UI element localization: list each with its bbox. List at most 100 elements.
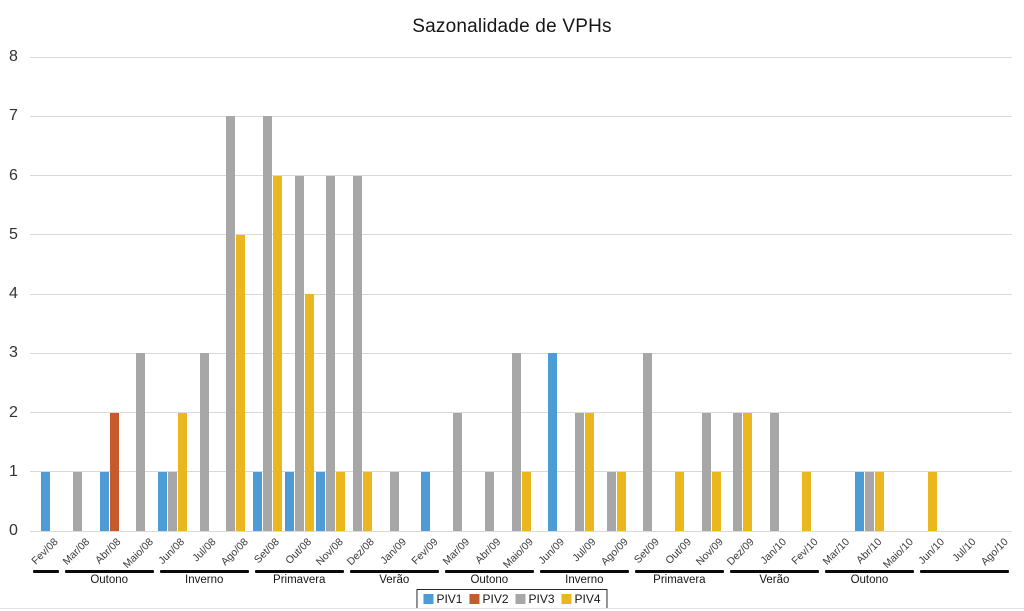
- y-tick-label: 8: [9, 48, 18, 65]
- bar-PIV4: [801, 471, 811, 531]
- x-tick-label: Jun/09: [536, 536, 568, 567]
- bar-PIV3: [263, 116, 273, 531]
- x-tick-label: Ago/09: [598, 536, 631, 569]
- x-tick-label: Nov/09: [693, 536, 726, 569]
- gridline: [30, 115, 1012, 117]
- bar-PIV1: [158, 471, 168, 531]
- bar-PIV4: [521, 471, 531, 531]
- season-bracket: [349, 570, 439, 573]
- legend-item-PIV2: PIV2: [469, 592, 509, 606]
- bar-PIV3: [73, 471, 83, 531]
- legend-item-PIV3: PIV3: [515, 592, 555, 606]
- x-tick-label: Set/09: [632, 536, 663, 566]
- x-tick-label: Ago/08: [218, 536, 251, 569]
- y-tick-label: 0: [9, 522, 18, 539]
- x-tick-label: Maio/08: [120, 536, 156, 571]
- season-bracket: [919, 570, 1009, 573]
- y-tick-label: 2: [9, 403, 18, 421]
- bar-PIV3: [511, 353, 521, 531]
- legend-swatch-PIV3: [515, 594, 526, 604]
- bar-PIV3: [326, 175, 336, 531]
- bar-PIV4: [674, 471, 684, 531]
- bar-PIV1: [253, 471, 263, 531]
- bar-PIV3: [453, 412, 463, 531]
- x-tick-label: Abr/09: [473, 536, 504, 567]
- x-tick-label: Abr/08: [93, 536, 124, 567]
- bar-PIV3: [199, 353, 209, 531]
- bar-PIV1: [284, 471, 294, 531]
- legend-item-PIV1: PIV1: [423, 592, 462, 606]
- season-bracket: [539, 570, 629, 573]
- y-tick-label: 6: [9, 166, 18, 184]
- bar-PIV3: [606, 471, 616, 531]
- x-tick-label: Fev/08: [29, 536, 61, 568]
- season-bracket: [33, 570, 59, 573]
- bar-PIV4: [584, 412, 594, 531]
- bar-PIV4: [616, 471, 626, 531]
- season-bracket: [824, 570, 914, 573]
- season-bracket: [64, 570, 154, 573]
- x-tick-label: Dez/09: [725, 536, 758, 569]
- x-tick-label: Jan/10: [758, 536, 789, 567]
- bar-PIV3: [484, 471, 494, 531]
- bar-PIV3: [733, 412, 743, 531]
- bar-PIV3: [353, 175, 363, 531]
- bar-PIV2: [109, 412, 119, 531]
- bar-PIV4: [273, 175, 283, 531]
- legend-label: PIV3: [528, 592, 555, 606]
- y-tick-label: 4: [9, 285, 18, 302]
- bar-PIV3: [226, 116, 236, 531]
- legend-item-PIV4: PIV4: [561, 592, 601, 606]
- x-tick-label: Mar/10: [820, 536, 853, 568]
- x-tick-label: Jul/08: [190, 536, 219, 565]
- bar-PIV3: [701, 412, 711, 531]
- season-label: Verão: [379, 574, 410, 586]
- season-bracket: [254, 570, 344, 573]
- bar-PIV3: [389, 471, 399, 531]
- x-tick-label: Out/08: [282, 536, 314, 567]
- x-tick-label: Jun/08: [156, 536, 188, 567]
- legend-swatch-PIV1: [423, 594, 434, 604]
- x-tick-label: Jan/09: [378, 536, 409, 567]
- x-tick-label: Jun/10: [916, 536, 948, 567]
- y-tick-label: 7: [9, 107, 18, 125]
- bar-PIV1: [41, 471, 51, 531]
- bar-PIV4: [874, 471, 884, 531]
- page-bottom-rule: [0, 608, 1024, 609]
- legend-label: PIV1: [436, 592, 463, 606]
- season-label: Outono: [470, 574, 509, 586]
- legend-label: PIV4: [574, 592, 601, 606]
- season-label: Outono: [90, 574, 129, 586]
- gridline: [30, 56, 1012, 58]
- legend-swatch-PIV2: [469, 594, 480, 604]
- season-bracket: [159, 570, 249, 573]
- bar-PIV4: [928, 471, 938, 531]
- bar-PIV4: [336, 471, 346, 531]
- bar-PIV4: [363, 471, 373, 531]
- bar-PIV4: [236, 234, 246, 531]
- bar-PIV3: [294, 175, 304, 531]
- x-tick-label: Fev/10: [789, 536, 821, 568]
- gridline: [30, 530, 1012, 532]
- bar-PIV3: [136, 353, 146, 531]
- legend: PIV1 PIV2 PIV3 PIV4: [416, 589, 608, 609]
- x-tick-label: Dez/08: [345, 536, 378, 569]
- bar-PIV4: [743, 412, 753, 531]
- season-bracket: [444, 570, 534, 573]
- gridline: [30, 234, 1012, 236]
- y-tick-label: 5: [9, 225, 18, 243]
- bar-PIV1: [854, 471, 864, 531]
- bar-PIV1: [99, 471, 109, 531]
- x-tick-label: Set/08: [252, 536, 283, 566]
- season-bracket: [729, 570, 819, 573]
- x-tick-label: Maio/10: [880, 536, 916, 571]
- gridline: [30, 412, 1012, 413]
- gridline: [30, 471, 1012, 473]
- bar-PIV3: [168, 471, 178, 531]
- x-tick-label: Mar/09: [440, 536, 473, 568]
- legend-swatch-PIV4: [561, 594, 572, 604]
- season-label: Verão: [759, 574, 790, 586]
- x-tick-label: Ago/10: [978, 536, 1011, 569]
- bar-PIV4: [711, 471, 721, 531]
